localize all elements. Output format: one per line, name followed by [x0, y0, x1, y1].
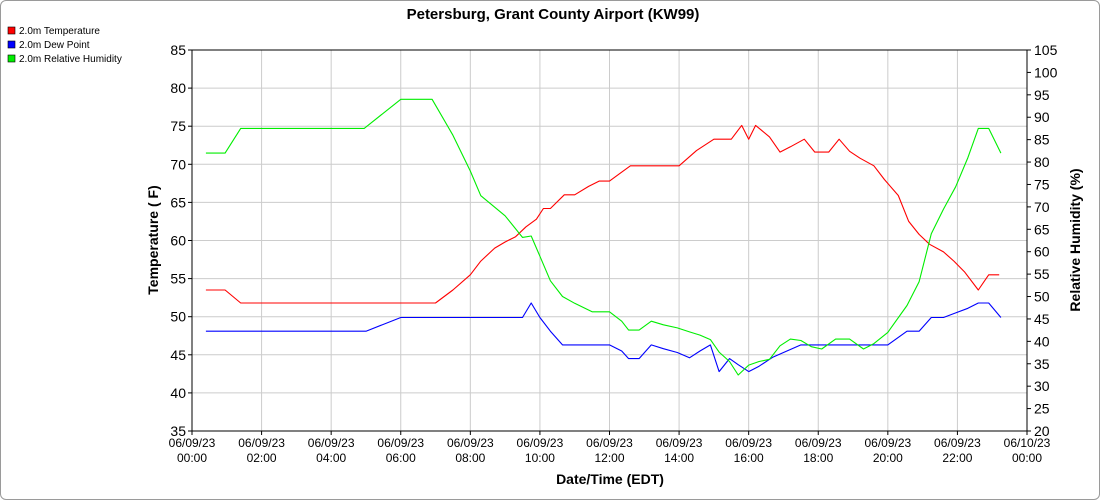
x-axis-label: Date/Time (EDT): [556, 471, 664, 487]
x-tick-time: 00:00: [1012, 451, 1042, 465]
right-tick-label: 25: [1034, 401, 1050, 417]
y-axis-left-label: Temperature ( F): [145, 185, 161, 294]
left-tick-label: 85: [170, 42, 186, 58]
x-tick-date: 06/09/23: [795, 436, 842, 450]
series-line-2-0m-relative-humidity: [205, 98, 1002, 376]
left-tick-label: 35: [170, 423, 186, 439]
x-tick-time: 20:00: [873, 451, 903, 465]
x-tick-date: 06/09/23: [169, 436, 216, 450]
right-tick-label: 85: [1034, 132, 1050, 148]
x-tick-time: 16:00: [734, 451, 764, 465]
right-tick-label: 40: [1034, 333, 1050, 349]
left-tick-label: 50: [170, 309, 186, 325]
x-axis: 06/09/2300:0006/09/2302:0006/09/2304:000…: [169, 431, 1051, 465]
x-tick-time: 22:00: [942, 451, 972, 465]
x-tick-time: 04:00: [316, 451, 346, 465]
left-tick-label: 65: [170, 194, 186, 210]
right-tick-label: 20: [1034, 423, 1050, 439]
legend-swatch: [7, 40, 16, 49]
left-tick-label: 80: [170, 80, 186, 96]
x-tick-date: 06/09/23: [934, 436, 981, 450]
legend: 2.0m Temperature 2.0m Dew Point 2.0m Relat…: [7, 26, 122, 65]
series-layer: [205, 98, 1002, 376]
x-tick-time: 02:00: [247, 451, 277, 465]
right-tick-label: 75: [1034, 176, 1050, 192]
left-tick-label: 55: [170, 271, 186, 287]
x-tick-date: 06/09/23: [864, 436, 911, 450]
right-tick-label: 90: [1034, 109, 1050, 125]
series-line-2-0m-temperature: [205, 124, 1000, 304]
x-tick-time: 12:00: [594, 451, 624, 465]
x-tick-time: 10:00: [525, 451, 555, 465]
x-tick-time: 14:00: [664, 451, 694, 465]
x-tick-time: 18:00: [803, 451, 833, 465]
x-tick-date: 06/09/23: [308, 436, 355, 450]
right-axis: 20 25 30 35 40 45 50 55 60 65 70 75 80 85 90 95 100 105: [1027, 42, 1058, 439]
right-tick-label: 105: [1034, 42, 1058, 58]
grid-lines: [191, 49, 1028, 432]
right-tick-label: 30: [1034, 378, 1050, 394]
x-tick-time: 00:00: [177, 451, 207, 465]
series-line-2-0m-dew-point: [205, 302, 1002, 373]
right-tick-label: 95: [1034, 87, 1050, 103]
x-tick-date: 06/09/23: [586, 436, 633, 450]
legend-swatch: [7, 54, 16, 63]
left-axis: 35 40 45 50 55 60 65 70 75 80 85: [170, 42, 192, 439]
left-tick-label: 70: [170, 156, 186, 172]
right-tick-label: 45: [1034, 311, 1050, 327]
left-tick-label: 45: [170, 347, 186, 363]
left-tick-label: 40: [170, 385, 186, 401]
right-tick-label: 60: [1034, 244, 1050, 260]
legend-label: 2.0m Temperature: [19, 26, 100, 37]
x-tick-time: 06:00: [386, 451, 416, 465]
x-tick-date: 06/09/23: [656, 436, 703, 450]
right-tick-label: 65: [1034, 221, 1050, 237]
x-tick-date: 06/09/23: [377, 436, 424, 450]
legend-label: 2.0m Dew Point: [19, 40, 90, 51]
right-tick-label: 70: [1034, 199, 1050, 215]
legend-label: 2.0m Relative Humidity: [19, 54, 122, 65]
y-axis-right-label: Relative Humidity (%): [1067, 168, 1083, 311]
x-tick-date: 06/09/23: [238, 436, 285, 450]
x-tick-date: 06/09/23: [725, 436, 772, 450]
chart-title: Petersburg, Grant County Airport (KW99): [407, 6, 700, 23]
left-tick-label: 60: [170, 233, 186, 249]
right-tick-label: 50: [1034, 289, 1050, 305]
x-tick-time: 08:00: [455, 451, 485, 465]
x-tick-date: 06/09/23: [517, 436, 564, 450]
x-tick-date: 06/09/23: [447, 436, 494, 450]
right-tick-label: 55: [1034, 266, 1050, 282]
right-tick-label: 100: [1034, 64, 1058, 80]
x-tick-date: 06/10/23: [1004, 436, 1051, 450]
right-tick-label: 80: [1034, 154, 1050, 170]
legend-swatch: [7, 26, 16, 35]
right-tick-label: 35: [1034, 356, 1050, 372]
left-tick-label: 75: [170, 118, 186, 134]
